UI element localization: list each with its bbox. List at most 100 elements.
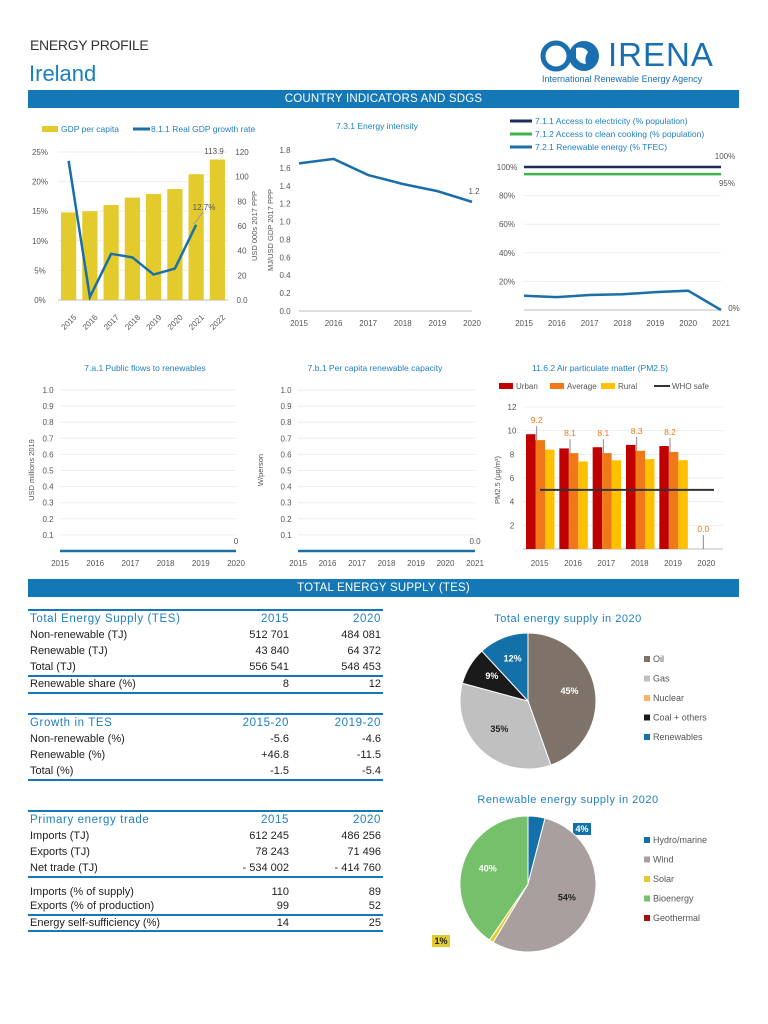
data-label: 9.2: [531, 415, 543, 425]
country-title: Ireland: [29, 61, 97, 86]
pm-bar-average: [635, 450, 645, 549]
pie-slice-wind: [492, 817, 597, 953]
y-tick-label: 1.4: [279, 182, 291, 191]
table-cell-value: 2015: [201, 609, 291, 627]
x-tick-label: 2020: [679, 319, 697, 328]
y-axis-label: MJ/USD GDP 2017 PPP: [266, 189, 275, 271]
gdp-bar: [209, 159, 225, 300]
gdp-bar: [103, 205, 119, 300]
x-tick-label: 2016: [548, 319, 566, 328]
table-cell-value: 2020: [291, 810, 383, 828]
data-label: 1.2: [468, 187, 480, 196]
table-row: Non-renewable (TJ) 512 701 484 081: [28, 627, 383, 644]
y-tick-label: 100: [235, 173, 249, 182]
y-tick-label: 100%: [497, 163, 517, 172]
chart-title: 7.3.1 Energy intensity: [336, 121, 418, 131]
x-tick-label: 2020: [697, 559, 715, 568]
table-row: Renewable (TJ) 43 840 64 372: [28, 643, 383, 660]
y-tick-label: 80%: [499, 192, 515, 201]
y-tick-label: 40%: [499, 249, 515, 258]
x-tick-label: 2015: [515, 319, 533, 328]
gdp-bar: [146, 193, 162, 300]
table-cell-value: 52: [291, 898, 383, 916]
legend-label: Renewables: [653, 732, 703, 742]
pm-bar-rural: [611, 460, 622, 549]
section-band-indicators: COUNTRY INDICATORS AND SDGS: [28, 90, 739, 108]
table-header: Growth in TES 2015-20 2019-20: [28, 713, 383, 731]
data-label: 8.1: [564, 428, 576, 438]
pie-slice-bioenergy: [459, 815, 529, 941]
table-header: Primary energy trade 2015 2020: [28, 810, 383, 828]
x-tick-label: 2019: [192, 559, 210, 568]
leader-line: [193, 211, 204, 225]
legend-label: Average: [567, 382, 597, 391]
table-cell-value: - 414 760: [291, 860, 383, 878]
pie-slice-renewables: [481, 632, 529, 703]
pm-bar-rural: [578, 461, 588, 549]
legend-label: Solar: [653, 874, 674, 884]
x-tick-label: 2016: [81, 312, 100, 331]
table-cell-value: 110: [271, 886, 289, 898]
table-cell-value: 8: [201, 676, 291, 694]
profile-eyebrow: ENERGY PROFILE: [30, 37, 149, 53]
x-tick-label: 2020: [463, 319, 481, 328]
chart-title: 7.a.1 Public flows to renewables: [84, 363, 205, 373]
legend-label: 7.1.2 Access to clean cooking (% populat…: [535, 129, 704, 139]
table-row: Renewable (%) +46.8 -11.5: [28, 747, 383, 764]
y-tick-label: 12: [508, 403, 517, 412]
x-tick-label: 2017: [102, 312, 121, 331]
x-tick-label: 2021: [466, 559, 484, 568]
table-cell-value: 512 701: [249, 628, 289, 641]
table-cell-value: 12: [291, 676, 383, 694]
table-cell-value: +46.8: [261, 749, 289, 762]
table-cell-value: -11.5: [356, 749, 381, 762]
globe-logo-icon: [540, 40, 599, 72]
y-tick-label: 0.6: [279, 253, 291, 262]
y-tick-label: 0.5: [280, 467, 292, 476]
legend-swatch: [644, 915, 650, 921]
table-cell-value: 2019-20: [291, 713, 383, 731]
gdp-bar: [167, 189, 183, 300]
y-axis-label: PM2.5 (µg/m³): [493, 455, 502, 504]
y-tick-label: 6: [510, 474, 515, 483]
x-tick-label: 2017: [122, 559, 140, 568]
x-tick-label: 2019: [145, 312, 164, 331]
legend-label: Gas: [653, 674, 670, 684]
y-tick-label: 1.2: [279, 200, 291, 209]
data-label: 0.0: [697, 524, 709, 534]
growth-table: Growth in TES 2015-20 2019-20 Non-renewable…: [28, 713, 383, 781]
x-tick-label: 2021: [187, 312, 206, 331]
table-cell-label: Growth in TES: [28, 713, 201, 731]
legend-label: 7.1.1 Access to electricity (% populatio…: [535, 116, 688, 126]
table-row: Energy self-sufficiency (%) 14 25: [28, 914, 383, 932]
y-tick-label: 15%: [32, 207, 48, 216]
legend-label: Oil: [653, 654, 664, 664]
y-tick-label: 0.4: [42, 483, 54, 492]
chart-title: Renewable energy supply in 2020: [477, 794, 658, 806]
pie-label-bg: [573, 823, 591, 835]
intensity-line: [298, 157, 473, 204]
y-tick-label: 80: [238, 197, 247, 206]
y-tick-label: 0.0: [236, 296, 248, 305]
chart-title: 11.6.2 Air particulate matter (PM2.5): [532, 363, 668, 373]
table-row: Net trade (TJ) - 534 002- 414 760: [28, 860, 383, 878]
chart-title: Total energy supply in 2020: [494, 613, 641, 625]
table-cell-value: 556 541: [201, 659, 291, 677]
table-cell-value: 89: [368, 886, 381, 898]
pie-label-bg: [432, 935, 450, 947]
x-tick-label: 2019: [646, 319, 664, 328]
table-row: Imports (TJ) 612 245 486 256: [28, 828, 383, 845]
data-label: 95%: [719, 179, 735, 188]
y-tick-label: 0.2: [279, 289, 291, 298]
y-tick-label: 0.8: [42, 418, 54, 427]
data-label: 0.0: [469, 537, 481, 546]
y-tick-label: 10%: [32, 237, 48, 246]
y-tick-label: 10: [508, 427, 517, 436]
legend-label: Geothermal: [653, 913, 700, 923]
x-tick-label: 2015: [51, 559, 69, 568]
data-label: 0%: [728, 304, 740, 313]
y-tick-label: 1.6: [279, 164, 291, 173]
pm-bar-urban: [526, 434, 536, 549]
legend-label: Nuclear: [653, 693, 684, 703]
